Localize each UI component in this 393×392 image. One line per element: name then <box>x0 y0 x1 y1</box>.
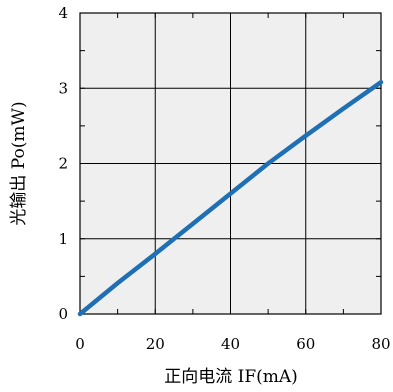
series-line <box>77 79 384 317</box>
x-tick-label: 40 <box>221 335 240 353</box>
data-series <box>77 79 384 317</box>
y-tick-label: 4 <box>58 4 68 22</box>
y-axis-title: 光输出 Po(mW) <box>9 101 29 225</box>
plot-frame <box>79 12 382 315</box>
y-tick-label: 1 <box>58 230 68 248</box>
y-tick-label: 3 <box>58 79 68 97</box>
y-tick-label: 2 <box>58 155 68 173</box>
x-axis-title: 正向电流 IF(mA) <box>164 367 298 387</box>
y-tick-label: 0 <box>58 305 68 323</box>
x-tick-label: 0 <box>75 335 85 353</box>
x-tick-label: 80 <box>371 335 390 353</box>
x-tick-labels: 0 20 40 60 80 <box>75 335 390 353</box>
grid-lines <box>80 13 381 314</box>
x-tick-label: 60 <box>296 335 315 353</box>
y-tick-labels: 0 1 2 3 4 <box>58 4 68 323</box>
x-tick-label: 20 <box>146 335 165 353</box>
